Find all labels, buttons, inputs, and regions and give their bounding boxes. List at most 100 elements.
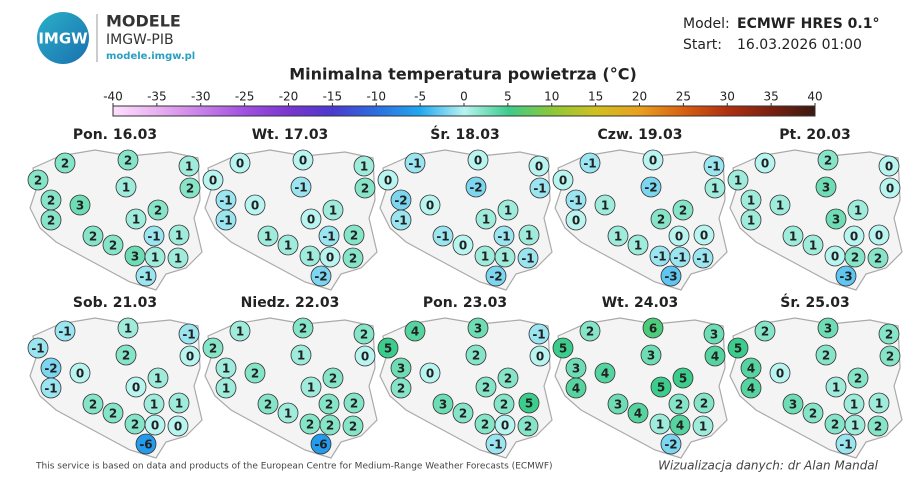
- station-value: 3: [789, 398, 797, 412]
- station-value: -2: [469, 181, 482, 195]
- logo-text: IMGW: [38, 30, 88, 48]
- station-value: 2: [831, 418, 839, 432]
- station-marker: [703, 155, 725, 177]
- station-marker: [27, 337, 49, 359]
- station-marker: [843, 393, 865, 415]
- station-value: -1: [839, 438, 852, 452]
- station-value: -2: [489, 270, 502, 284]
- colorbar-segment: [113, 106, 158, 116]
- station-marker: [668, 225, 690, 247]
- station-value: -1: [436, 230, 449, 244]
- station-marker: [215, 377, 237, 399]
- station-value: 1: [711, 182, 719, 196]
- station-marker: [354, 177, 376, 199]
- station-marker: [353, 323, 375, 345]
- station-value: 3: [76, 199, 84, 213]
- colorbar-tick-label: 30: [720, 90, 735, 104]
- station-marker: [518, 392, 540, 414]
- station-value: 2: [109, 239, 117, 253]
- station-value: 1: [875, 397, 883, 411]
- station-value: 4: [572, 382, 580, 396]
- map-panel: Śr. 18.03-1 0 00 -2 -1-2 0 1-1 1-1 -1 101 1 -1-2: [377, 125, 553, 291]
- station-marker: [517, 415, 539, 437]
- station-value: -1: [653, 250, 666, 264]
- station-marker: [475, 208, 497, 230]
- station-marker: [300, 208, 322, 230]
- station-value: 2: [329, 372, 337, 386]
- station-marker: [494, 246, 516, 268]
- station-value: 2: [809, 407, 817, 421]
- station-value: 1: [132, 213, 140, 227]
- map-title: Pt. 20.03: [779, 127, 850, 143]
- station-marker: [518, 224, 540, 246]
- station-value: 2: [874, 420, 882, 434]
- station-value: 2: [822, 349, 830, 363]
- station-value: 1: [482, 213, 490, 227]
- station-value: 1: [854, 204, 862, 218]
- station-marker: [390, 209, 412, 231]
- station-marker: [465, 176, 487, 198]
- station-value: 0: [307, 213, 315, 227]
- station-value: 1: [851, 419, 859, 433]
- map-title: Wt. 17.03: [252, 127, 329, 143]
- map-panel: Czw. 19.03-1 0 -10 -2 1-1 1 20 21 0 01-1 -1 -1-3: [552, 127, 728, 291]
- station-value: 5: [679, 372, 687, 386]
- station-value: 0: [831, 250, 839, 264]
- station-marker: [467, 149, 489, 171]
- station-marker: [102, 402, 124, 424]
- station-value: 3: [614, 398, 622, 412]
- station-value: 0: [886, 182, 894, 196]
- station-value: 2: [47, 214, 55, 228]
- station-marker: [497, 367, 519, 389]
- station-marker: [843, 225, 865, 247]
- colorbar-segment: [244, 106, 289, 116]
- map-panel: Wt. 17.030 0 10 -1 2-1 0 1-1 01 -1 211 0 2-2: [202, 127, 378, 291]
- station-value: 1: [175, 229, 183, 243]
- station-value: 2: [824, 154, 832, 168]
- map-panel: Pon. 16.032 2 12 1 22 3 22 12 -1 123 1 1-1: [27, 127, 203, 291]
- station-value: 0: [885, 160, 893, 174]
- station-value: 2: [472, 349, 480, 363]
- station-value: 1: [307, 381, 315, 395]
- station-marker: [135, 433, 157, 455]
- station-marker: [529, 177, 551, 199]
- station-marker: [835, 265, 857, 287]
- station-marker: [879, 345, 901, 367]
- station-value: 1: [284, 407, 292, 421]
- station-value: -3: [664, 270, 677, 284]
- station-marker: [404, 320, 426, 342]
- map-title: Śr. 25.03: [780, 293, 849, 311]
- station-marker: [354, 345, 376, 367]
- colorbar-tick-label: 40: [807, 90, 822, 104]
- station-value: 0: [675, 230, 683, 244]
- station-marker: [322, 367, 344, 389]
- colorbar-segment: [595, 106, 640, 116]
- station-value: 2: [500, 398, 508, 412]
- station-value: 0: [559, 174, 567, 188]
- station-marker: [168, 392, 190, 414]
- station-marker: [115, 344, 137, 366]
- colorbar-segment: [507, 106, 553, 116]
- colorbar-segment: [464, 106, 509, 116]
- station-value: -1: [673, 251, 686, 265]
- colorbar-tick-label: -40: [103, 90, 123, 104]
- station-marker: [342, 247, 364, 269]
- colorbar-segment: [200, 106, 246, 116]
- station-marker: [817, 149, 839, 171]
- station-value: 0: [572, 214, 580, 228]
- station-value: 0: [236, 157, 244, 171]
- station-marker: [82, 393, 104, 415]
- station-value: -1: [532, 328, 545, 342]
- station-marker: [769, 362, 791, 384]
- station-marker: [377, 337, 399, 359]
- colorbar-segment: [156, 106, 202, 116]
- station-marker: [229, 152, 251, 174]
- station-value: 2: [47, 194, 55, 208]
- station-value: -1: [408, 157, 421, 171]
- station-value: 5: [657, 381, 665, 395]
- station-marker: [125, 376, 147, 398]
- station-value: 3: [474, 322, 482, 336]
- station-value: -3: [839, 270, 852, 284]
- station-marker: [147, 199, 169, 221]
- colorbar-tick-label: 5: [504, 90, 512, 104]
